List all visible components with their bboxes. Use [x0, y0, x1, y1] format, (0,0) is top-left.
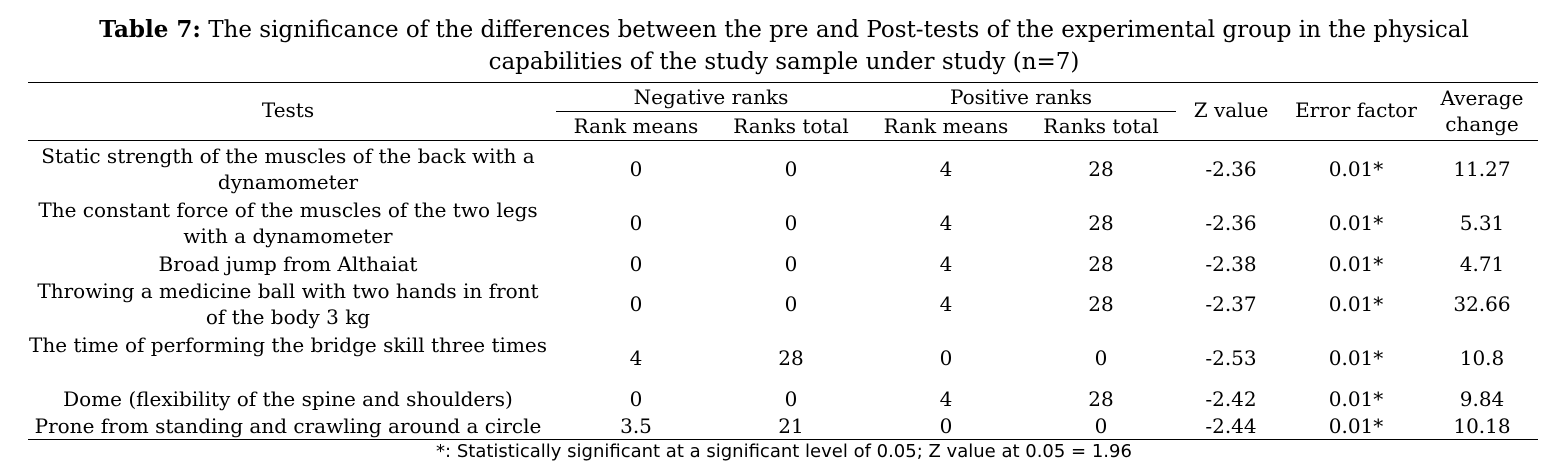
- cell-neg-rank-means: 0: [629, 211, 643, 235]
- cell-z-value: -2.53: [1205, 346, 1257, 370]
- cell-error-factor: 0.01*: [1328, 292, 1384, 316]
- cell-test-name: Throwing a medicine ball with two hands …: [37, 279, 539, 329]
- cell-test-name: Prone from standing and crawling around …: [34, 413, 542, 438]
- cell-pos-rank-means: 0: [939, 346, 953, 370]
- header-z-value: Z value: [1193, 98, 1269, 122]
- cell-pos-ranks-total: 28: [1088, 211, 1114, 235]
- cell-z-value: -2.37: [1205, 292, 1257, 316]
- cell-z-value: -2.44: [1205, 413, 1257, 438]
- table-top-rule: [28, 82, 1538, 83]
- cell-test-name: Static strength of the muscles of the ba…: [41, 144, 535, 194]
- cell-pos-rank-means: 4: [939, 211, 953, 235]
- header-neg-ranks-total: Ranks total: [733, 114, 849, 138]
- cell-pos-rank-means: 4: [939, 157, 953, 181]
- cell-pos-ranks-total: 0: [1094, 413, 1108, 438]
- cell-neg-ranks-total: 0: [784, 292, 798, 316]
- cell-test-name: The constant force of the muscles of the…: [38, 198, 538, 248]
- header-positive-ranks: Positive ranks: [949, 85, 1093, 109]
- header-pos-rank-means: Rank means: [883, 114, 1009, 138]
- cell-test-name: The time of performing the bridge skill …: [28, 333, 548, 357]
- table-bottom-rule: [28, 439, 1538, 440]
- cell-neg-rank-means: 0: [629, 292, 643, 316]
- cell-neg-ranks-total: 28: [778, 346, 804, 370]
- cell-neg-rank-means: 0: [629, 386, 643, 411]
- cell-average-change: 9.84: [1459, 386, 1505, 411]
- cell-average-change: 10.8: [1459, 346, 1505, 370]
- cell-error-factor: 0.01*: [1328, 157, 1384, 181]
- header-tests: Tests: [261, 98, 315, 122]
- caption-label: Table 7:: [99, 16, 201, 43]
- cell-error-factor: 0.01*: [1328, 413, 1384, 438]
- cell-error-factor: 0.01*: [1328, 251, 1384, 276]
- cell-pos-ranks-total: 28: [1088, 292, 1114, 316]
- cell-error-factor: 0.01*: [1328, 386, 1384, 411]
- table-caption: Table 7: The significance of the differe…: [0, 14, 1568, 78]
- cell-neg-rank-means: 4: [629, 346, 643, 370]
- cell-pos-rank-means: 0: [939, 413, 953, 438]
- header-average-change-line1: Average: [1440, 86, 1524, 110]
- cell-neg-ranks-total: 0: [784, 157, 798, 181]
- cell-pos-rank-means: 4: [939, 251, 953, 276]
- cell-pos-ranks-total: 0: [1094, 346, 1108, 370]
- cell-average-change: 4.71: [1459, 251, 1505, 276]
- cell-pos-rank-means: 4: [939, 386, 953, 411]
- cell-average-change: 5.31: [1459, 211, 1505, 235]
- cell-z-value: -2.38: [1205, 251, 1257, 276]
- cell-error-factor: 0.01*: [1328, 346, 1384, 370]
- caption-line2: capabilities of the study sample under s…: [488, 49, 1080, 75]
- cell-pos-ranks-total: 28: [1088, 251, 1114, 276]
- cell-average-change: 10.18: [1453, 413, 1511, 438]
- caption-line1: The significance of the differences betw…: [200, 17, 1469, 43]
- header-neg-rank-means: Rank means: [573, 114, 699, 138]
- header-pos-ranks-total: Ranks total: [1043, 114, 1159, 138]
- cell-z-value: -2.36: [1205, 211, 1257, 235]
- cell-test-name: Dome (flexibility of the spine and shoul…: [63, 386, 513, 411]
- group-header-rule: [556, 111, 1176, 112]
- cell-average-change: 11.27: [1453, 157, 1511, 181]
- cell-test-name: Broad jump from Althaiat: [158, 251, 418, 276]
- cell-neg-ranks-total: 0: [784, 251, 798, 276]
- cell-z-value: -2.42: [1205, 386, 1257, 411]
- header-error-factor: Error factor: [1295, 98, 1417, 122]
- cell-neg-rank-means: 0: [629, 157, 643, 181]
- cell-error-factor: 0.01*: [1328, 211, 1384, 235]
- table-footnote: *: Statistically significant at a signif…: [436, 441, 1132, 462]
- header-average-change-line2: change: [1445, 112, 1519, 136]
- cell-neg-ranks-total: 0: [784, 386, 798, 411]
- cell-pos-ranks-total: 28: [1088, 157, 1114, 181]
- header-negative-ranks: Negative ranks: [633, 85, 789, 109]
- cell-average-change: 32.66: [1453, 292, 1511, 316]
- cell-neg-ranks-total: 0: [784, 211, 798, 235]
- cell-pos-rank-means: 4: [939, 292, 953, 316]
- cell-pos-ranks-total: 28: [1088, 386, 1114, 411]
- cell-neg-ranks-total: 21: [778, 413, 804, 438]
- cell-neg-rank-means: 3.5: [620, 413, 652, 438]
- cell-z-value: -2.36: [1205, 157, 1257, 181]
- cell-neg-rank-means: 0: [629, 251, 643, 276]
- table-header-rule: [28, 140, 1538, 141]
